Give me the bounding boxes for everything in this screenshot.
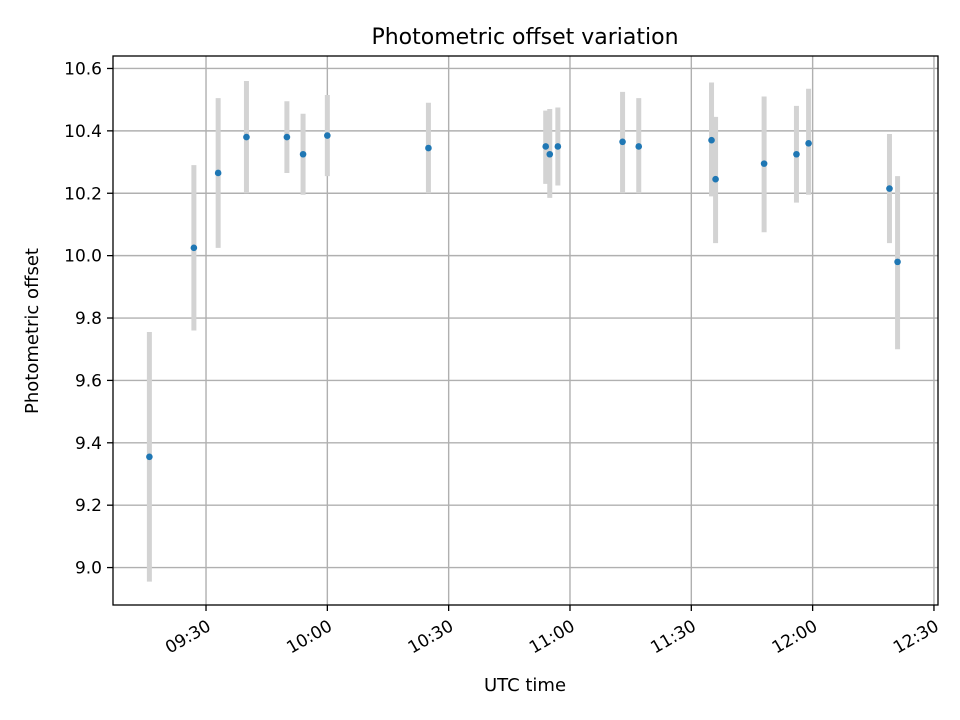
data-point	[542, 143, 550, 150]
data-point	[712, 175, 719, 183]
data-point	[708, 136, 715, 144]
data-point	[283, 133, 291, 141]
data-point	[554, 143, 562, 150]
y-axis-label: Photometric offset	[22, 248, 43, 414]
data-point	[805, 140, 812, 147]
x-axis-label: UTC time	[484, 675, 566, 696]
y-tick-label: 9.0	[75, 559, 102, 579]
y-tick-label: 10.0	[64, 247, 102, 267]
y-tick-label: 9.8	[75, 309, 102, 329]
data-point	[619, 138, 626, 146]
data-point	[324, 132, 331, 139]
y-tick-label: 9.4	[75, 434, 102, 454]
y-tick-label: 10.6	[64, 59, 102, 79]
data-point	[299, 150, 307, 158]
y-tick-label: 9.2	[75, 496, 102, 516]
data-point	[146, 453, 153, 461]
data-point	[793, 150, 800, 158]
data-points	[146, 132, 901, 461]
axes-frame	[112, 55, 939, 606]
data-point	[243, 133, 250, 141]
grid	[113, 56, 938, 605]
data-point	[886, 185, 893, 192]
data-point	[190, 244, 198, 252]
y-tick-label: 9.6	[75, 371, 102, 391]
data-point	[635, 143, 643, 150]
data-point	[214, 169, 222, 177]
data-point	[546, 150, 554, 158]
chart-title: Photometric offset variation	[371, 25, 678, 50]
data-point	[425, 144, 432, 152]
data-point	[760, 160, 768, 167]
data-point	[894, 258, 901, 266]
plot-area	[112, 55, 939, 606]
y-tick-label: 10.2	[64, 184, 102, 204]
y-tick-label: 10.4	[64, 122, 102, 142]
y-axis-ticks: 9.0 9.2 9.4 9.6 9.8 10.0 10.2 10.4 10.6	[64, 59, 113, 579]
